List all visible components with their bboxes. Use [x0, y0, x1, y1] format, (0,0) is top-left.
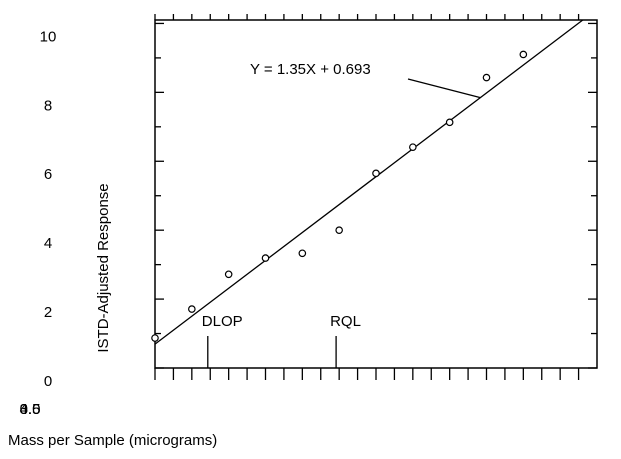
point — [445, 118, 454, 127]
y-tick-label: 8 — [44, 97, 52, 114]
y-tick-label: 6 — [44, 166, 52, 183]
y-tick-label: 0 — [44, 373, 52, 390]
fit-line — [154, 19, 584, 345]
y-tick-label: 10 — [40, 28, 57, 45]
fit-leader — [407, 78, 481, 99]
point — [151, 334, 159, 342]
y-tick-label: 4 — [44, 235, 52, 252]
marker-label: DLOP — [202, 313, 243, 330]
x-axis-label: Mass per Sample (micrograms) — [8, 432, 217, 449]
point — [482, 73, 491, 82]
x-tick-label: 4.5 — [20, 401, 41, 418]
point — [335, 226, 343, 234]
marker-label: RQL — [330, 313, 361, 330]
point — [261, 254, 270, 262]
fit-equation: Y = 1.35X + 0.693 — [250, 61, 371, 78]
point — [409, 143, 417, 151]
point — [372, 169, 380, 178]
y-tick-label: 2 — [44, 304, 52, 321]
point — [298, 249, 307, 258]
point — [224, 270, 233, 279]
x-tick-label: 0.5 — [20, 401, 41, 418]
y-axis-label: ISTD-Adjusted Response — [95, 183, 112, 352]
point — [188, 305, 196, 313]
x-tick-label: 3.0 — [20, 401, 41, 418]
point — [519, 50, 528, 59]
